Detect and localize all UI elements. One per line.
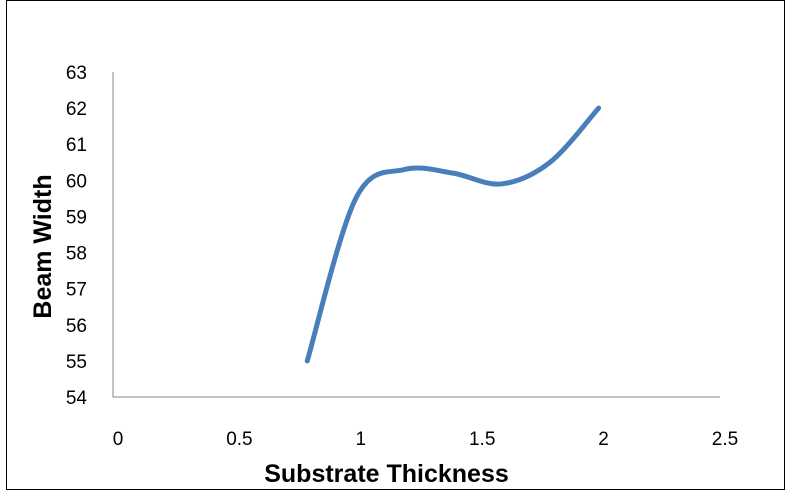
y-tick-label: 62 (66, 99, 87, 120)
y-tick-label: 63 (66, 63, 87, 84)
x-tick-label: 2.5 (712, 429, 738, 450)
x-tick-label: 2 (598, 429, 609, 450)
y-tick-label: 61 (66, 135, 87, 156)
x-tick-label: 0.5 (226, 429, 252, 450)
y-tick-label: 56 (66, 316, 87, 337)
chart-frame (6, 0, 785, 490)
y-tick-label: 54 (66, 388, 88, 409)
y-tick-label: 60 (66, 171, 87, 192)
series-group (304, 105, 602, 364)
x-axis-title: Substrate Thickness (264, 460, 509, 488)
y-axis: 54 55 56 57 58 59 60 61 62 63 (66, 63, 114, 409)
y-tick-label: 59 (66, 207, 87, 228)
y-tick-label: 57 (66, 280, 87, 301)
series-line (304, 105, 602, 364)
y-tick-label: 55 (66, 352, 87, 373)
x-tick-label: 1.5 (469, 429, 495, 450)
y-axis-title: Beam Width (29, 174, 57, 318)
x-tick-label: 1 (356, 429, 367, 450)
y-tick-label: 58 (66, 244, 87, 265)
x-axis: 0 0.5 1 1.5 2 2.5 (113, 396, 738, 450)
x-tick-label: 0 (113, 429, 124, 450)
